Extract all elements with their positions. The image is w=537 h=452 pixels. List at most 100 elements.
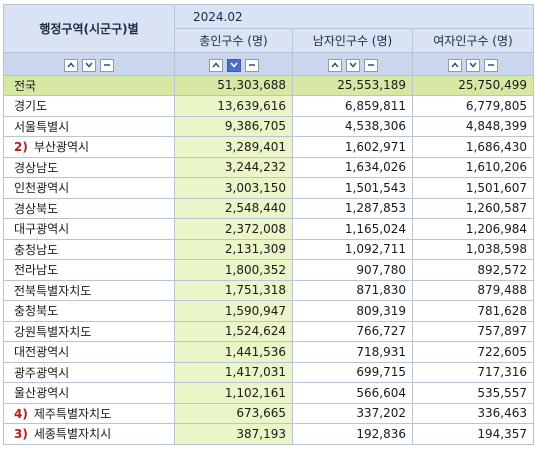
region-sort-controls xyxy=(3,52,175,76)
male-population-cell: 192,836 xyxy=(292,423,413,445)
region-name: 경기도 xyxy=(14,99,48,114)
female-population-cell: 1,260,587 xyxy=(412,197,534,219)
total-population-cell: 13,639,616 xyxy=(174,95,293,117)
male-population-cell: 4,538,306 xyxy=(292,115,413,137)
region-name: 서울특별시 xyxy=(14,119,70,134)
region-name-cell: 전국 xyxy=(3,74,175,96)
table-row: 충청북도 1,590,947 809,319 781,628 xyxy=(3,300,534,322)
male-population-cell: 337,202 xyxy=(292,402,413,424)
male-population-cell: 1,634,026 xyxy=(292,156,413,178)
sort-clear-button[interactable] xyxy=(363,58,378,72)
female-population-cell: 336,463 xyxy=(412,402,534,424)
region-name: 제주특별자치도 xyxy=(33,406,112,421)
total-population-cell: 2,372,008 xyxy=(174,218,293,240)
total-population-cell: 51,303,688 xyxy=(174,74,293,96)
table-row: 인천광역시 3,003,150 1,501,543 1,501,607 xyxy=(3,177,534,199)
region-name: 강원특별자치도 xyxy=(14,324,92,339)
sort-clear-icon xyxy=(103,62,111,68)
female-population-cell: 535,557 xyxy=(412,382,534,404)
region-name: 대전광역시 xyxy=(14,345,70,360)
female-population-cell: 25,750,499 xyxy=(412,74,534,96)
male-population-cell: 25,553,189 xyxy=(292,74,413,96)
region-name-cell: 충청북도 xyxy=(3,300,175,322)
sort-up-icon xyxy=(451,62,459,68)
female-population-cell: 1,038,598 xyxy=(412,238,534,260)
sort-down-button[interactable] xyxy=(226,58,241,72)
male-population-cell: 699,715 xyxy=(292,361,413,383)
female-population-cell: 757,897 xyxy=(412,320,534,342)
table-row: 2) 부산광역시 3,289,401 1,602,971 1,686,430 xyxy=(3,136,534,158)
table-row: 대구광역시 2,372,008 1,165,024 1,206,984 xyxy=(3,218,534,240)
table-row: 경상북도 2,548,440 1,287,853 1,260,587 xyxy=(3,197,534,219)
region-name-cell: 경상남도 xyxy=(3,156,175,178)
female-population-cell: 722,605 xyxy=(412,341,534,363)
sort-clear-button[interactable] xyxy=(484,58,498,72)
total-population-cell: 387,193 xyxy=(174,423,293,445)
male-population-cell: 566,604 xyxy=(292,382,413,404)
table-row: 광주광역시 1,417,031 699,715 717,316 xyxy=(3,361,534,383)
male-population-cell: 6,859,811 xyxy=(292,95,413,117)
female-population-cell: 879,488 xyxy=(412,279,534,301)
total-sort-controls xyxy=(174,52,293,76)
sort-down-icon xyxy=(229,62,238,68)
sort-down-button[interactable] xyxy=(82,58,96,72)
region-name-cell: 강원특별자치도 xyxy=(3,320,175,342)
region-name-cell: 울산광역시 xyxy=(3,382,175,404)
total-population-cell: 9,386,705 xyxy=(174,115,293,137)
female-population-cell: 781,628 xyxy=(412,300,534,322)
table-row: 서울특별시 9,386,705 4,538,306 4,848,399 xyxy=(3,115,534,137)
sort-up-button[interactable] xyxy=(448,58,462,72)
sort-up-button[interactable] xyxy=(208,58,223,72)
region-name: 부산광역시 xyxy=(33,140,90,155)
region-name: 경상북도 xyxy=(14,201,59,216)
sort-up-button[interactable] xyxy=(327,58,342,72)
sort-up-icon xyxy=(211,62,220,68)
region-name: 경상남도 xyxy=(14,160,59,175)
total-population-cell: 1,417,031 xyxy=(174,361,293,383)
footnote-mark: 3) xyxy=(14,427,28,442)
total-population-cell: 1,441,536 xyxy=(174,341,293,363)
sort-clear-button[interactable] xyxy=(100,58,114,72)
total-population-cell: 3,244,232 xyxy=(174,156,293,178)
table-row: 전북특별자치도 1,751,318 871,830 879,488 xyxy=(3,279,534,301)
region-name: 울산광역시 xyxy=(14,386,70,401)
sort-clear-button[interactable] xyxy=(244,58,259,72)
total-population-cell: 3,003,150 xyxy=(174,177,293,199)
female-sort-controls xyxy=(412,52,534,76)
footnote-mark: 4) xyxy=(14,406,28,421)
total-population-cell: 1,751,318 xyxy=(174,279,293,301)
sort-down-button[interactable] xyxy=(466,58,480,72)
population-table: 행정구역(시군구)별 2024.02 총인구수 (명) 남자인구수 (명) 여자… xyxy=(3,4,534,445)
female-population-cell: 1,206,984 xyxy=(412,218,534,240)
table-row: 울산광역시 1,102,161 566,604 535,557 xyxy=(3,382,534,404)
sort-clear-icon xyxy=(367,62,375,68)
male-population-cell: 718,931 xyxy=(292,341,413,363)
sort-down-icon xyxy=(85,62,93,68)
region-name: 대구광역시 xyxy=(14,222,70,237)
total-population-cell: 3,289,401 xyxy=(174,136,293,158)
female-population-cell: 1,501,607 xyxy=(412,177,534,199)
male-population-cell: 1,287,853 xyxy=(292,197,413,219)
female-population-cell: 4,848,399 xyxy=(412,115,534,137)
male-population-cell: 766,727 xyxy=(292,320,413,342)
sort-clear-icon xyxy=(248,62,256,68)
sort-down-button[interactable] xyxy=(345,58,360,72)
table-row: 경상남도 3,244,232 1,634,026 1,610,206 xyxy=(3,156,534,178)
region-name-cell: 전북특별자치도 xyxy=(3,279,175,301)
region-name-cell: 광주광역시 xyxy=(3,361,175,383)
male-column-header: 남자인구수 (명) xyxy=(292,28,413,53)
region-column-header: 행정구역(시군구)별 xyxy=(3,4,175,53)
table-row: 4) 제주특별자치도 673,665 337,202 336,463 xyxy=(3,402,534,424)
region-name: 전라남도 xyxy=(14,263,59,278)
male-population-cell: 871,830 xyxy=(292,279,413,301)
total-population-cell: 1,524,624 xyxy=(174,320,293,342)
region-name: 인천광역시 xyxy=(14,181,70,196)
total-population-cell: 2,548,440 xyxy=(174,197,293,219)
total-column-header: 총인구수 (명) xyxy=(174,28,293,53)
sort-up-button[interactable] xyxy=(64,58,78,72)
sort-clear-icon xyxy=(487,62,495,68)
region-name-cell: 4) 제주특별자치도 xyxy=(3,402,175,424)
sort-down-icon xyxy=(469,62,477,68)
male-population-cell: 1,501,543 xyxy=(292,177,413,199)
male-sort-controls xyxy=(292,52,413,76)
